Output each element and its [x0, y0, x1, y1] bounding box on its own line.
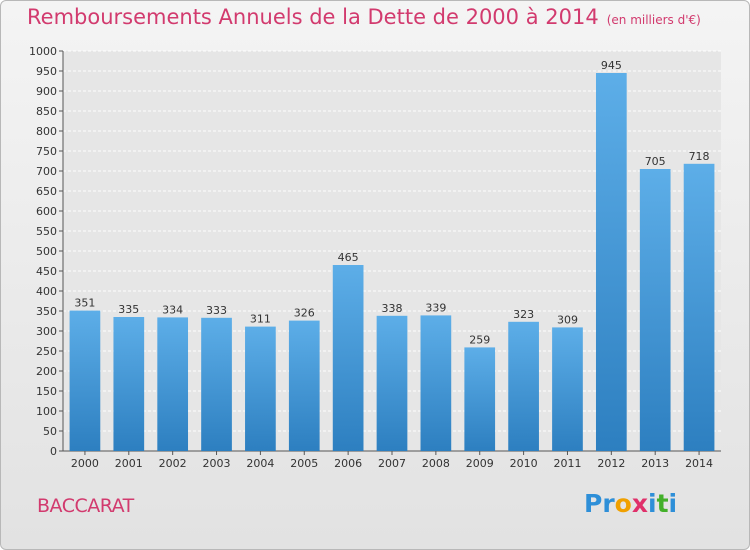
x-tick-label: 2007 [378, 457, 406, 470]
data-label: 326 [294, 307, 315, 320]
bar [157, 317, 189, 451]
data-label: 465 [338, 251, 359, 264]
data-label: 718 [689, 150, 710, 163]
y-tick-label: 500 [36, 245, 57, 258]
chart-unit-label: (en milliers d'€) [606, 13, 701, 27]
y-tick-label: 400 [36, 285, 57, 298]
data-label: 259 [469, 333, 490, 346]
bar [245, 326, 276, 451]
y-tick-label: 600 [36, 205, 57, 218]
y-tick-label: 900 [36, 85, 57, 98]
y-tick-label: 0 [50, 445, 57, 458]
bar [113, 317, 145, 451]
data-label: 323 [513, 308, 534, 321]
x-tick-label: 2004 [246, 457, 274, 470]
y-tick-label: 450 [36, 265, 57, 278]
bar [508, 321, 539, 451]
y-tick-label: 250 [36, 345, 57, 358]
bar [288, 320, 320, 451]
x-tick-label: 2010 [510, 457, 538, 470]
y-tick-label: 650 [36, 185, 57, 198]
data-label: 309 [557, 313, 578, 326]
bar [69, 310, 101, 451]
chart-title-text: Remboursements Annuels de la Dette de 20… [27, 5, 599, 29]
x-tick-label: 2014 [685, 457, 713, 470]
x-tick-label: 2006 [334, 457, 362, 470]
y-tick-label: 700 [36, 165, 57, 178]
x-tick-label: 2012 [597, 457, 625, 470]
y-tick-label: 100 [36, 405, 57, 418]
data-label: 705 [645, 155, 666, 168]
y-tick-label: 300 [36, 325, 57, 338]
data-label: 945 [601, 59, 622, 72]
bar [201, 317, 232, 451]
data-label: 311 [250, 313, 271, 326]
commune-name: BACCARAT [37, 495, 134, 517]
data-label: 333 [206, 304, 227, 317]
y-tick-label: 800 [36, 125, 57, 138]
y-tick-label: 750 [36, 145, 57, 158]
logo-letter: P [584, 489, 603, 518]
bar [595, 73, 627, 451]
logo-letter: i [648, 489, 657, 518]
logo-letter: t [656, 489, 669, 518]
bar [464, 347, 496, 451]
logo-letter: x [631, 489, 648, 518]
proxiti-logo: Proxiti [584, 489, 677, 518]
logo-letter: i [668, 489, 678, 518]
x-tick-label: 2009 [466, 457, 494, 470]
y-tick-label: 200 [36, 365, 57, 378]
data-label: 334 [162, 303, 183, 316]
data-label: 335 [118, 303, 139, 316]
x-tick-label: 2008 [422, 457, 450, 470]
y-tick-label: 550 [36, 225, 57, 238]
data-label: 339 [425, 301, 446, 314]
bar [552, 327, 583, 451]
bar [376, 315, 408, 451]
x-tick-label: 2013 [641, 457, 669, 470]
bar [420, 315, 452, 451]
logo-letter: o [614, 489, 632, 518]
x-tick-label: 2005 [290, 457, 318, 470]
data-label: 351 [74, 297, 95, 310]
x-tick-label: 2001 [115, 457, 143, 470]
y-tick-label: 150 [36, 385, 57, 398]
bar [683, 163, 715, 452]
chart-title: Remboursements Annuels de la Dette de 20… [27, 5, 701, 29]
y-tick-label: 350 [36, 305, 57, 318]
y-tick-label: 850 [36, 105, 57, 118]
data-label: 338 [382, 302, 403, 315]
bar [639, 169, 671, 451]
x-tick-label: 2003 [203, 457, 231, 470]
bar [332, 265, 364, 451]
logo-letter: r [602, 489, 615, 518]
x-tick-label: 2011 [553, 457, 581, 470]
y-tick-label: 950 [36, 65, 57, 78]
y-tick-label: 50 [43, 425, 57, 438]
x-tick-label: 2000 [71, 457, 99, 470]
x-tick-label: 2002 [159, 457, 187, 470]
y-tick-label: 1000 [29, 45, 57, 58]
